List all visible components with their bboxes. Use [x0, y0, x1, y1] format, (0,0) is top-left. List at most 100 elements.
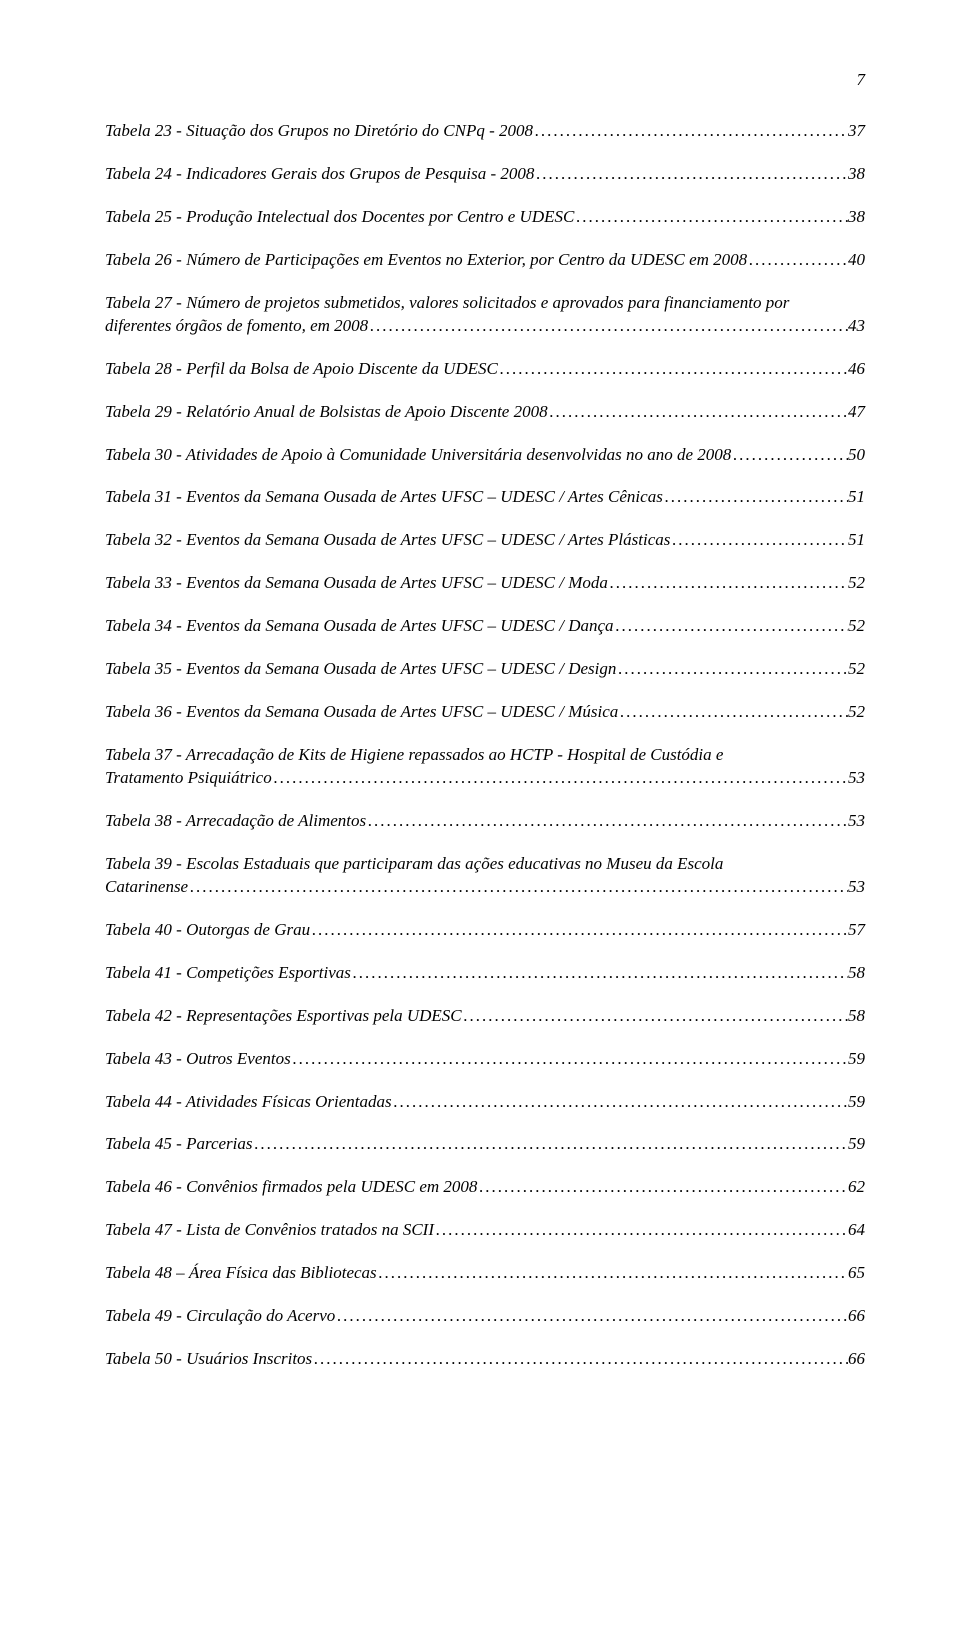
toc-dot-leader: ........................................…: [548, 401, 848, 424]
toc-entry-page: 64: [848, 1219, 865, 1242]
toc-entry-page: 52: [848, 701, 865, 724]
toc-entry-title: Tabela 49 - Circulação do Acervo: [105, 1305, 335, 1328]
toc-entry-page: 43: [848, 315, 865, 338]
toc-entry-page: 59: [848, 1133, 865, 1156]
toc-dot-leader: ........................................…: [747, 249, 848, 272]
toc-entry-page: 38: [848, 206, 865, 229]
toc-dot-leader: ........................................…: [312, 1348, 848, 1371]
toc-dot-leader: ........................................…: [533, 120, 848, 143]
toc-dot-leader: ........................................…: [366, 810, 848, 833]
toc-entry: Tabela 24 - Indicadores Gerais dos Grupo…: [105, 163, 865, 186]
toc-dot-leader: ........................................…: [351, 962, 848, 985]
toc-entry-page: 66: [848, 1348, 865, 1371]
toc-entry: Tabela 34 - Eventos da Semana Ousada de …: [105, 615, 865, 638]
toc-entry: Tabela 38 - Arrecadação de Alimentos....…: [105, 810, 865, 833]
toc-dot-leader: ........................................…: [477, 1176, 848, 1199]
toc-entry-page: 52: [848, 572, 865, 595]
toc-entry-title: Tabela 42 - Representações Esportivas pe…: [105, 1005, 462, 1028]
toc-entry-title: Tabela 26 - Número de Participações em E…: [105, 249, 747, 272]
toc-entry-page: 62: [848, 1176, 865, 1199]
toc-entry-title-cont: diferentes órgãos de fomento, em 2008: [105, 315, 368, 338]
toc-entry-page: 52: [848, 615, 865, 638]
toc-entry: Tabela 25 - Produção Intelectual dos Doc…: [105, 206, 865, 229]
toc-entry-page: 58: [848, 962, 865, 985]
toc-entry-title: Tabela 28 - Perfil da Bolsa de Apoio Dis…: [105, 358, 498, 381]
toc-dot-leader: ........................................…: [310, 919, 848, 942]
toc-dot-leader: ........................................…: [462, 1005, 848, 1028]
toc-entry-page: 53: [848, 876, 865, 899]
toc-entry-line2: Catarinense.............................…: [105, 876, 865, 899]
toc-dot-leader: ........................................…: [392, 1091, 848, 1114]
toc-entry-title: Tabela 24 - Indicadores Gerais dos Grupo…: [105, 163, 534, 186]
toc-entry: Tabela 49 - Circulação do Acervo........…: [105, 1305, 865, 1328]
toc-entry-page: 66: [848, 1305, 865, 1328]
toc-entry-title: Tabela 47 - Lista de Convênios tratados …: [105, 1219, 434, 1242]
toc-entry-title: Tabela 41 - Competições Esportivas: [105, 962, 351, 985]
toc-entry-line2: diferentes órgãos de fomento, em 2008...…: [105, 315, 865, 338]
toc-entry: Tabela 27 - Número de projetos submetido…: [105, 292, 865, 338]
toc-dot-leader: ........................................…: [434, 1219, 848, 1242]
toc-entry-page: 46: [848, 358, 865, 381]
toc-entry-title: Tabela 37 - Arrecadação de Kits de Higie…: [105, 744, 865, 767]
toc-dot-leader: ........................................…: [253, 1133, 849, 1156]
toc-entry-page: 53: [848, 767, 865, 790]
toc-entry-title: Tabela 31 - Eventos da Semana Ousada de …: [105, 486, 663, 509]
toc-entry-title: Tabela 38 - Arrecadação de Alimentos: [105, 810, 366, 833]
toc-entry-page: 50: [848, 444, 865, 467]
toc-entry: Tabela 50 - Usuários Inscritos..........…: [105, 1348, 865, 1371]
toc-entry-page: 53: [848, 810, 865, 833]
toc-entry-title: Tabela 39 - Escolas Estaduais que partic…: [105, 853, 865, 876]
toc-entry-title-cont: Tratamento Psiquiátrico: [105, 767, 272, 790]
toc-entry-title: Tabela 45 - Parcerias: [105, 1133, 253, 1156]
toc-entry: Tabela 48 – Área Física das Bibliotecas.…: [105, 1262, 865, 1285]
toc-entry: Tabela 29 - Relatório Anual de Bolsistas…: [105, 401, 865, 424]
toc-entry-title: Tabela 33 - Eventos da Semana Ousada de …: [105, 572, 608, 595]
toc-entry: Tabela 26 - Número de Participações em E…: [105, 249, 865, 272]
toc-entry-title: Tabela 35 - Eventos da Semana Ousada de …: [105, 658, 616, 681]
toc-entry-page: 59: [848, 1091, 865, 1114]
toc-entry-title: Tabela 27 - Número de projetos submetido…: [105, 292, 865, 315]
toc-dot-leader: ........................................…: [616, 658, 848, 681]
toc-dot-leader: ........................................…: [534, 163, 848, 186]
toc-dot-leader: ........................................…: [291, 1048, 848, 1071]
toc-entry-page: 51: [848, 529, 865, 552]
toc-entry-title: Tabela 23 - Situação dos Grupos no Diret…: [105, 120, 533, 143]
page-number: 7: [105, 70, 865, 90]
toc-dot-leader: ........................................…: [377, 1262, 848, 1285]
toc-entry-title: Tabela 30 - Atividades de Apoio à Comuni…: [105, 444, 731, 467]
toc-entry: Tabela 42 - Representações Esportivas pe…: [105, 1005, 865, 1028]
toc-entry: Tabela 43 - Outros Eventos..............…: [105, 1048, 865, 1071]
toc-entry-page: 52: [848, 658, 865, 681]
toc-dot-leader: ........................................…: [498, 358, 848, 381]
toc-entry-page: 57: [848, 919, 865, 942]
toc-entry: Tabela 23 - Situação dos Grupos no Diret…: [105, 120, 865, 143]
toc-entry-page: 38: [848, 163, 865, 186]
toc-entry-page: 47: [848, 401, 865, 424]
toc-entry: Tabela 47 - Lista de Convênios tratados …: [105, 1219, 865, 1242]
toc-entry-title: Tabela 29 - Relatório Anual de Bolsistas…: [105, 401, 548, 424]
toc-dot-leader: ........................................…: [663, 486, 848, 509]
toc-entry: Tabela 45 - Parcerias...................…: [105, 1133, 865, 1156]
toc-entry: Tabela 36 - Eventos da Semana Ousada de …: [105, 701, 865, 724]
toc-entry: Tabela 30 - Atividades de Apoio à Comuni…: [105, 444, 865, 467]
toc-entry: Tabela 46 - Convênios firmados pela UDES…: [105, 1176, 865, 1199]
toc-entry: Tabela 35 - Eventos da Semana Ousada de …: [105, 658, 865, 681]
toc-entry-title: Tabela 34 - Eventos da Semana Ousada de …: [105, 615, 614, 638]
toc-dot-leader: ........................................…: [614, 615, 848, 638]
toc-dot-leader: ........................................…: [188, 876, 848, 899]
toc-entry-page: 59: [848, 1048, 865, 1071]
table-of-contents: Tabela 23 - Situação dos Grupos no Diret…: [105, 120, 865, 1371]
toc-entry-title: Tabela 50 - Usuários Inscritos: [105, 1348, 312, 1371]
toc-dot-leader: ........................................…: [574, 206, 848, 229]
toc-entry-title: Tabela 44 - Atividades Físicas Orientada…: [105, 1091, 392, 1114]
toc-entry-title: Tabela 46 - Convênios firmados pela UDES…: [105, 1176, 477, 1199]
toc-entry-page: 58: [848, 1005, 865, 1028]
toc-dot-leader: ........................................…: [670, 529, 848, 552]
toc-entry-title: Tabela 43 - Outros Eventos: [105, 1048, 291, 1071]
toc-dot-leader: ........................................…: [731, 444, 848, 467]
toc-entry: Tabela 28 - Perfil da Bolsa de Apoio Dis…: [105, 358, 865, 381]
toc-entry-page: 40: [848, 249, 865, 272]
toc-entry-page: 65: [848, 1262, 865, 1285]
toc-entry-title: Tabela 25 - Produção Intelectual dos Doc…: [105, 206, 574, 229]
toc-entry: Tabela 40 - Outorgas de Grau............…: [105, 919, 865, 942]
